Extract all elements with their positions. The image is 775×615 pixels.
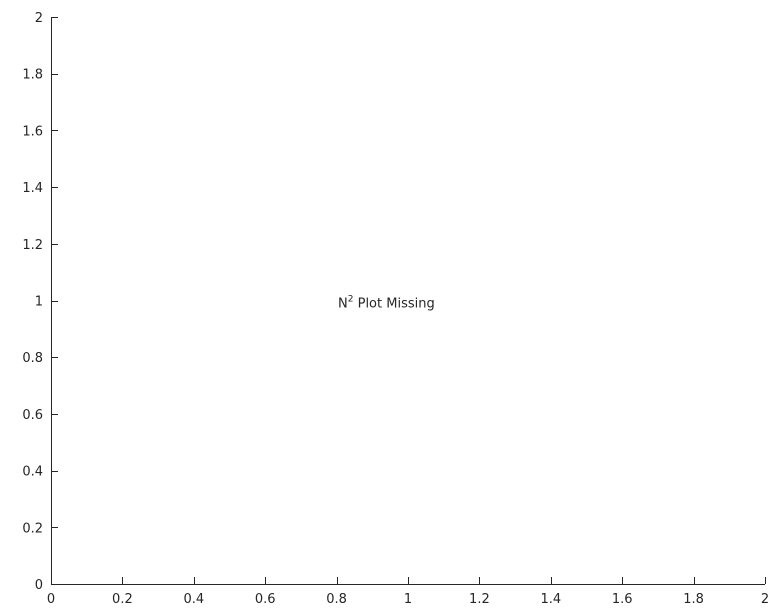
x-tick-label: 0.8 — [326, 592, 347, 607]
annotation-superscript: 2 — [348, 295, 354, 305]
x-tick-label: 1 — [404, 592, 412, 607]
y-tick-label: 1.2 — [22, 238, 43, 253]
y-tick-label: 1.8 — [22, 68, 43, 83]
x-tick-label: 0.2 — [112, 592, 133, 607]
plot-missing-annotation: N2 Plot Missing — [338, 295, 435, 312]
y-tick-label: 1.4 — [22, 181, 43, 196]
x-tick-label: 1.4 — [540, 592, 561, 607]
y-tick-label: 1.6 — [22, 124, 43, 139]
annotation-text: Plot Missing — [353, 297, 434, 312]
x-axis-ticks: 0 0.2 0.4 0.6 0.8 1 1.2 1.4 1.6 1.8 2 — [47, 577, 769, 607]
x-tick-label: 2 — [761, 592, 769, 607]
y-tick-label: 0.2 — [22, 521, 43, 536]
axes — [51, 17, 765, 585]
x-tick-label: 1.2 — [469, 592, 490, 607]
y-axis-ticks: 0 0.2 0.4 0.6 0.8 1 1.2 1.4 1.6 1.8 2 — [22, 11, 58, 593]
x-tick-label: 1.8 — [683, 592, 704, 607]
x-tick-label: 0.6 — [255, 592, 276, 607]
y-tick-label: 0 — [35, 578, 43, 593]
x-tick-label: 0 — [47, 592, 55, 607]
x-tick-label: 0.4 — [183, 592, 204, 607]
y-tick-label: 1 — [35, 295, 43, 310]
x-tick-label: 1.6 — [612, 592, 633, 607]
annotation-base: N — [338, 297, 348, 312]
y-tick-label: 0.4 — [22, 465, 43, 480]
y-tick-label: 0.8 — [22, 351, 43, 366]
y-tick-label: 0.6 — [22, 408, 43, 423]
y-tick-label: 2 — [35, 11, 43, 26]
